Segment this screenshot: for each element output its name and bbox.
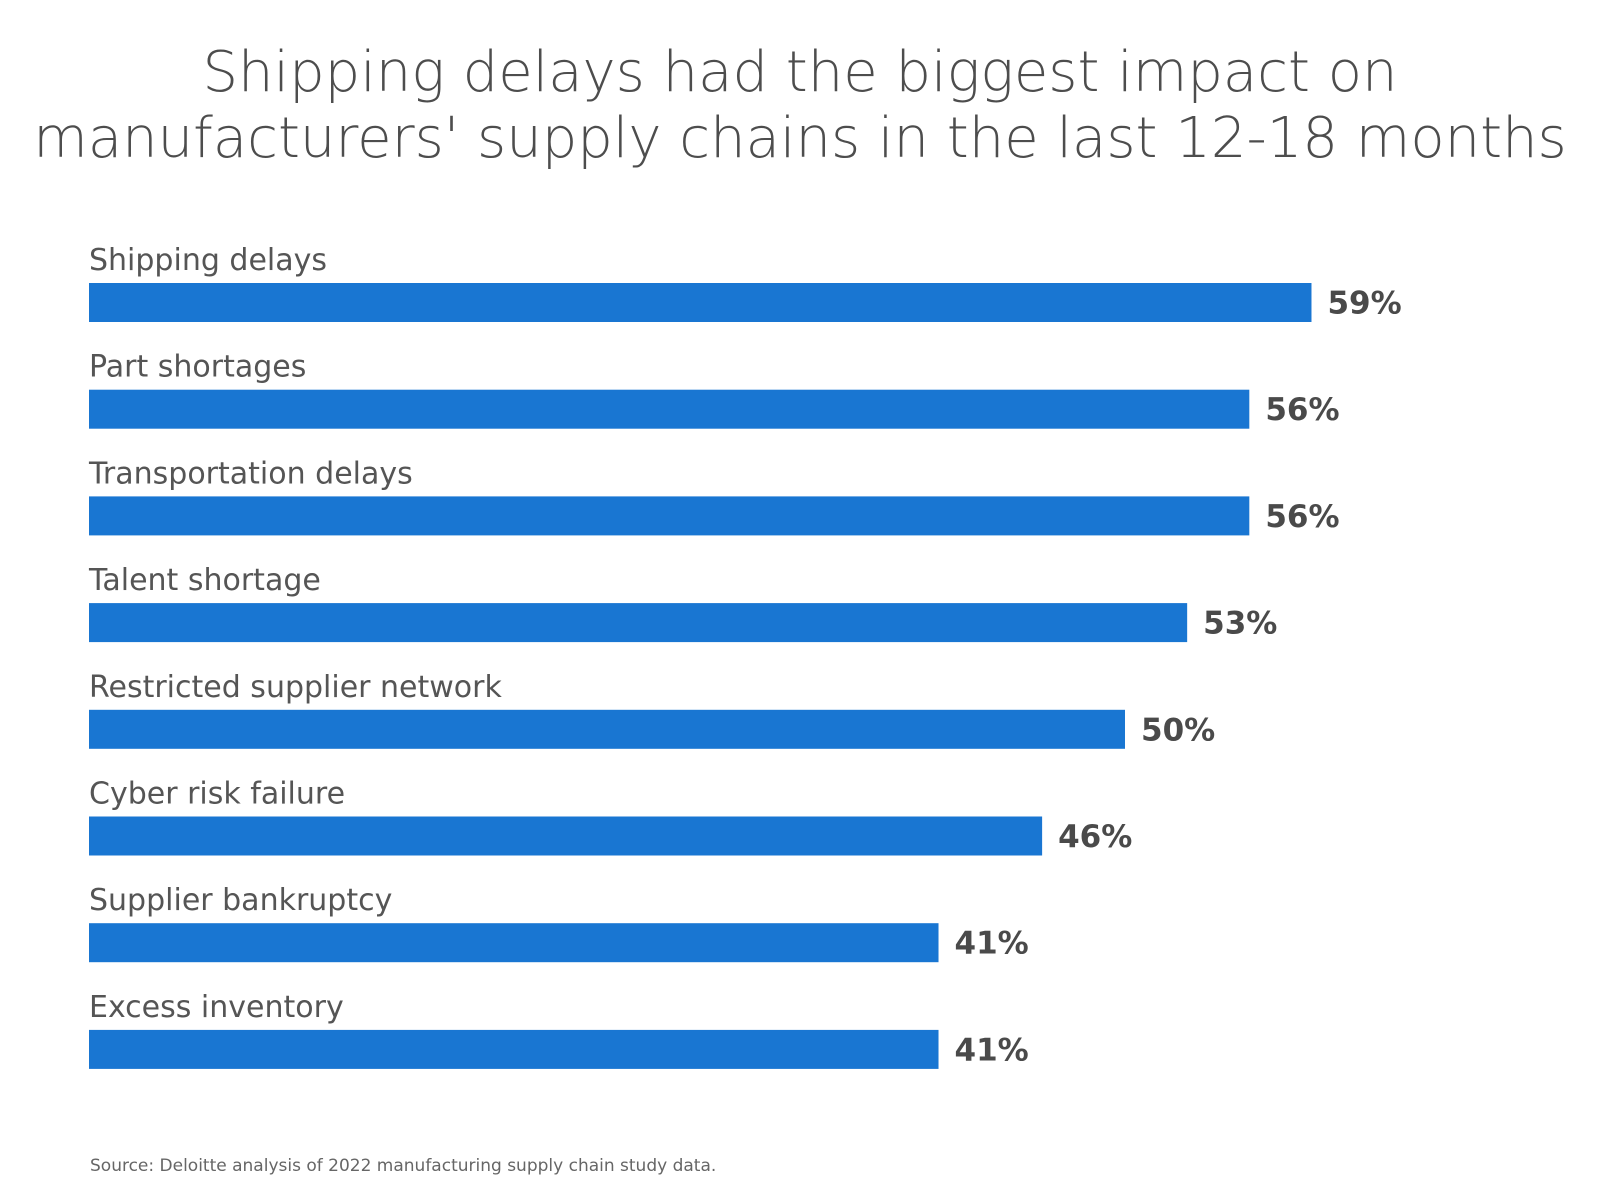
category-label: Excess inventory <box>89 990 344 1025</box>
category-label: Shipping delays <box>89 243 327 278</box>
bar <box>89 603 1188 643</box>
category-label: Part shortages <box>89 350 306 385</box>
bar <box>89 709 1125 749</box>
value-label: 41% <box>955 1032 1029 1068</box>
bar <box>89 1029 939 1069</box>
value-label: 56% <box>1265 499 1339 535</box>
value-label: 53% <box>1203 606 1277 642</box>
value-label: 41% <box>955 926 1029 962</box>
bar <box>89 389 1250 429</box>
value-label: 46% <box>1058 819 1132 855</box>
value-label: 59% <box>1327 286 1401 322</box>
chart-title-line-1: Shipping delays had the biggest impact o… <box>202 40 1398 105</box>
category-label: Transportation delays <box>88 456 413 491</box>
bar <box>89 496 1250 536</box>
chart-title-line-2: manufacturers' supply chains in the last… <box>33 106 1567 171</box>
value-label: 50% <box>1141 712 1215 748</box>
bar <box>89 816 1043 856</box>
bar <box>89 923 939 963</box>
source-note: Source: Deloitte analysis of 2022 manufa… <box>90 1156 717 1176</box>
bar <box>89 283 1312 322</box>
chart-title: Shipping delays had the biggest impact o… <box>0 40 1600 172</box>
category-label: Supplier bankruptcy <box>89 883 392 918</box>
value-label: 56% <box>1265 392 1339 428</box>
category-label: Restricted supplier network <box>89 670 502 705</box>
category-label: Talent shortage <box>88 563 321 598</box>
category-label: Cyber risk failure <box>89 777 345 812</box>
